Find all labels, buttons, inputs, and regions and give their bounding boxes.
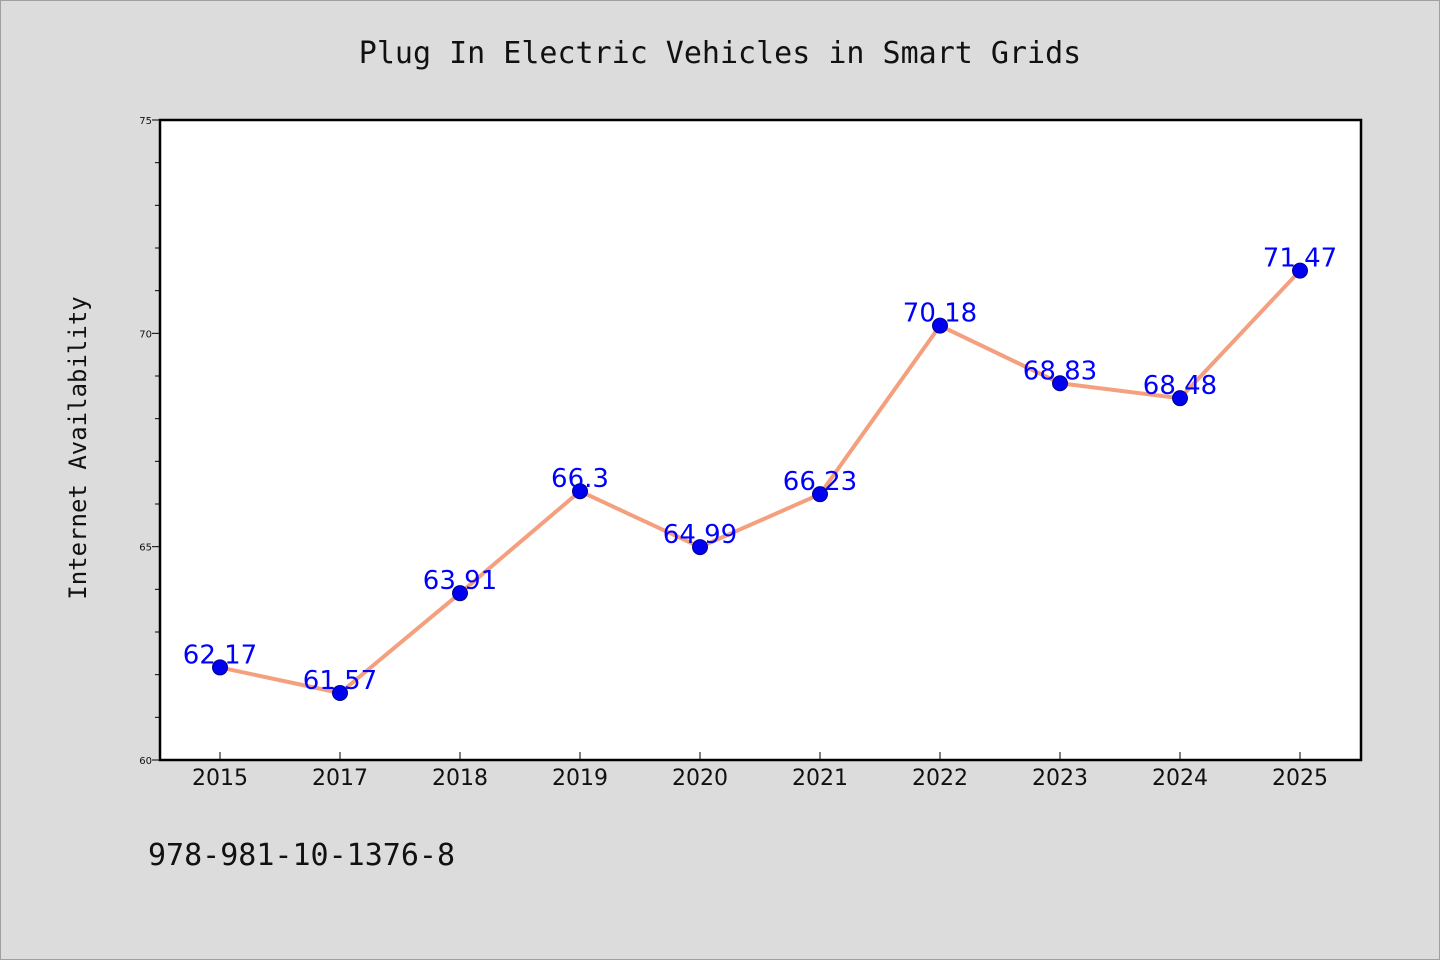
series-layer: 62.17 61.57 63.91 66.3 64.99 66.23 70.18 68.83 6… (183, 244, 1337, 702)
data-label: 62.17 (183, 640, 257, 670)
data-point (212, 659, 228, 676)
data-point (572, 483, 588, 500)
y-tick-label: 65 (139, 543, 152, 554)
x-tick-label: 2021 (792, 766, 848, 791)
data-point (1172, 390, 1188, 407)
y-tick-label: 75 (139, 116, 152, 127)
chart-title: Plug In Electric Vehicles in Smart Grids (359, 36, 1081, 71)
data-label: 64.99 (663, 520, 737, 550)
data-point (452, 585, 468, 602)
data-label: 66.3 (551, 464, 609, 494)
series-line (218, 268, 1302, 696)
data-label: 70.18 (903, 299, 977, 329)
plot-frame (158, 118, 1363, 762)
x-tick-label: 2018 (432, 766, 488, 791)
data-point (1052, 375, 1068, 392)
x-tick-label: 2023 (1032, 766, 1088, 791)
plot-area (160, 120, 1361, 760)
x-tick-label: 2022 (912, 766, 968, 791)
data-label: 61.57 (303, 666, 377, 696)
x-tick-label: 2025 (1272, 766, 1328, 791)
y-tick-label: 70 (139, 329, 152, 340)
x-tick-label: 2015 (192, 766, 248, 791)
y-tick-label: 60 (139, 756, 152, 767)
isbn-footer: 978-981-10-1376-8 (148, 838, 455, 873)
data-label: 68.83 (1023, 356, 1097, 386)
data-label: 68.48 (1143, 371, 1217, 401)
data-point (332, 685, 348, 702)
x-tick-label: 2019 (552, 766, 608, 791)
data-point (1292, 262, 1308, 279)
x-tick-label: 2020 (672, 766, 728, 791)
x-axis-ticks: 2015 2017 2018 2019 2020 2021 2022 2023 2024 2025 (192, 752, 1328, 791)
data-label: 66.23 (783, 467, 857, 497)
data-point (692, 539, 708, 556)
data-point (932, 317, 948, 334)
x-tick-label: 2017 (312, 766, 368, 791)
y-axis-label: Internet Availability (64, 296, 92, 599)
x-tick-label: 2024 (1152, 766, 1208, 791)
data-label: 63.91 (423, 566, 497, 596)
data-label: 71.47 (1263, 244, 1337, 274)
data-point (812, 486, 828, 503)
